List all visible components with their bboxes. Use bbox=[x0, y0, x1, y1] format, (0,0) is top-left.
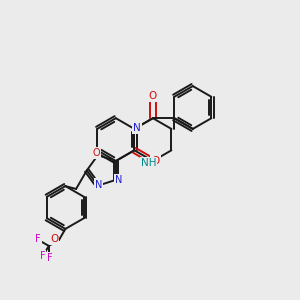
Text: N: N bbox=[134, 123, 141, 133]
Text: NH: NH bbox=[141, 158, 156, 168]
Text: N: N bbox=[95, 179, 102, 190]
Text: O: O bbox=[149, 91, 157, 100]
Text: O: O bbox=[93, 148, 100, 158]
Text: N: N bbox=[115, 175, 122, 185]
Text: F: F bbox=[40, 251, 45, 261]
Text: F: F bbox=[47, 253, 53, 263]
Text: F: F bbox=[35, 234, 41, 244]
Text: O: O bbox=[50, 234, 58, 244]
Text: O: O bbox=[151, 156, 159, 166]
